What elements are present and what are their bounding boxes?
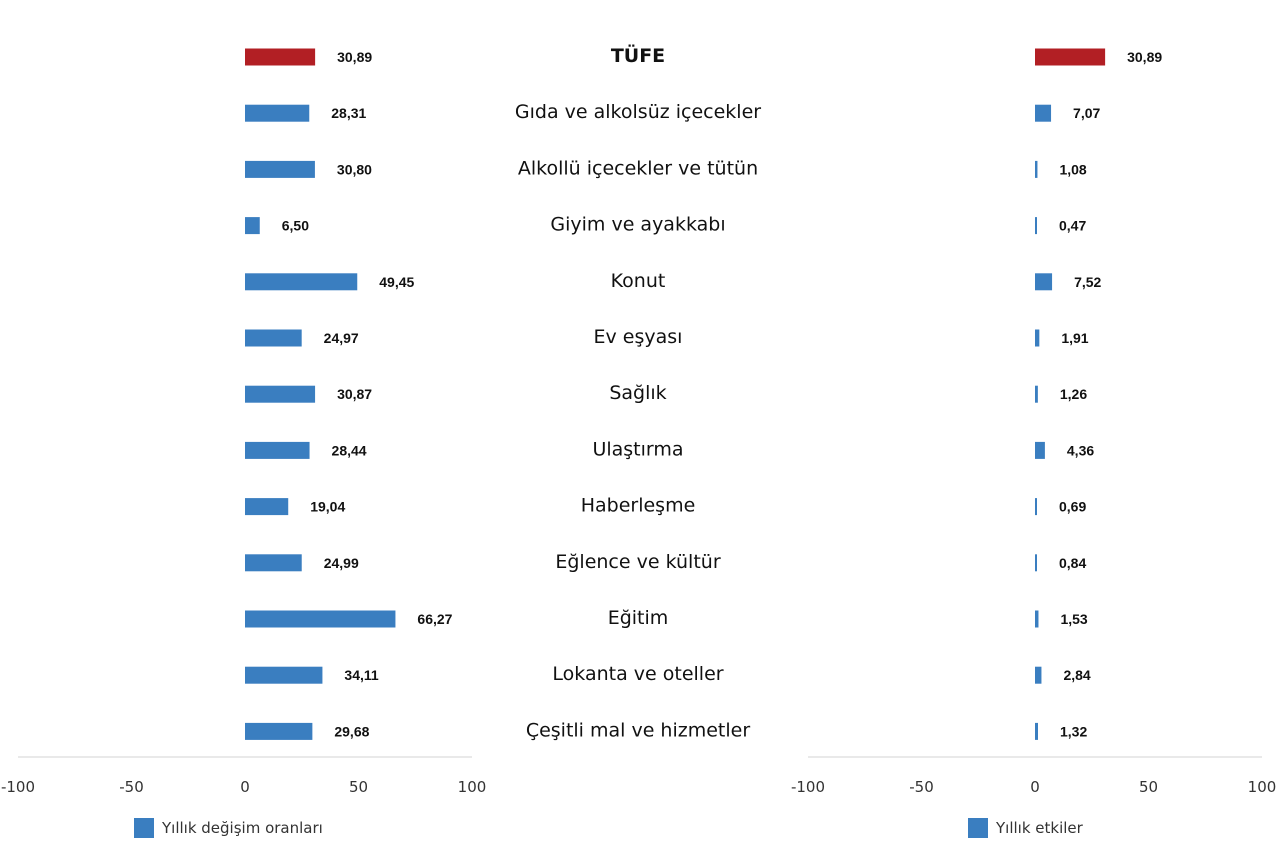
bar-left bbox=[245, 554, 302, 572]
category-label: Ulaştırma bbox=[592, 438, 683, 460]
data-label-right: 1,26 bbox=[1060, 386, 1087, 402]
data-label-right: 7,52 bbox=[1074, 274, 1101, 290]
bar-right bbox=[1035, 160, 1038, 178]
bar-left bbox=[245, 104, 310, 122]
data-label-left: 29,68 bbox=[334, 723, 369, 739]
data-label-left: 30,87 bbox=[337, 386, 372, 402]
bar-left bbox=[245, 273, 358, 291]
category-label: Eğitim bbox=[608, 607, 669, 629]
x-tick-label-left: 0 bbox=[240, 778, 250, 796]
x-tick-label-right: 0 bbox=[1030, 778, 1040, 796]
legend-label-annual-effects: Yıllık etkiler bbox=[996, 819, 1083, 837]
data-label-right: 1,32 bbox=[1060, 723, 1087, 739]
legend-swatch-annual-effects bbox=[968, 818, 988, 838]
bar-right bbox=[1035, 610, 1039, 628]
data-label-right: 4,36 bbox=[1067, 442, 1094, 458]
category-label: Giyim ve ayakkabı bbox=[550, 214, 725, 236]
bar-right bbox=[1035, 498, 1037, 516]
x-tick-label-left: 50 bbox=[349, 778, 368, 796]
data-label-right: 0,84 bbox=[1059, 555, 1086, 571]
category-label: Haberleşme bbox=[581, 495, 696, 517]
data-label-right: 1,08 bbox=[1059, 161, 1086, 177]
data-label-left: 30,80 bbox=[337, 161, 372, 177]
data-label-right: 2,84 bbox=[1063, 667, 1090, 683]
x-tick-label-right: -100 bbox=[791, 778, 825, 796]
bar-left bbox=[245, 610, 396, 628]
x-tick-label-right: 100 bbox=[1248, 778, 1277, 796]
data-label-left: 19,04 bbox=[310, 499, 345, 515]
x-tick-label-left: 100 bbox=[458, 778, 487, 796]
data-label-right: 1,91 bbox=[1061, 330, 1088, 346]
bar-right bbox=[1035, 722, 1038, 740]
legend-left: Yıllık değişim oranları bbox=[134, 818, 323, 838]
bar-right bbox=[1035, 273, 1053, 291]
bar-left bbox=[245, 722, 313, 740]
legend-swatch-annual-change bbox=[134, 818, 154, 838]
data-label-left: 28,44 bbox=[332, 442, 367, 458]
bar-right bbox=[1035, 441, 1045, 459]
data-label-left: 6,50 bbox=[282, 218, 309, 234]
data-label-left: 66,27 bbox=[417, 611, 452, 627]
bar-right bbox=[1035, 666, 1042, 684]
bar-left bbox=[245, 441, 310, 459]
bar-right bbox=[1035, 554, 1037, 572]
data-label-left: 49,45 bbox=[379, 274, 414, 290]
bar-left bbox=[245, 666, 323, 684]
data-label-left: 24,99 bbox=[324, 555, 359, 571]
category-label: Konut bbox=[611, 270, 666, 292]
bar-right bbox=[1035, 217, 1037, 235]
data-label-right: 30,89 bbox=[1127, 49, 1162, 65]
x-tick-label-left: -50 bbox=[119, 778, 144, 796]
x-tick-label-right: -50 bbox=[909, 778, 934, 796]
bar-left bbox=[245, 217, 260, 235]
data-label-left: 24,97 bbox=[324, 330, 359, 346]
bar-left bbox=[245, 498, 289, 516]
category-label: TÜFE bbox=[611, 43, 665, 67]
bar-left bbox=[245, 329, 302, 347]
bar-left bbox=[245, 160, 315, 178]
data-label-left: 30,89 bbox=[337, 49, 372, 65]
category-label: Lokanta ve oteller bbox=[552, 663, 723, 685]
data-label-left: 28,31 bbox=[331, 105, 366, 121]
category-label: Ev eşyası bbox=[594, 326, 683, 348]
bar-right bbox=[1035, 104, 1052, 122]
category-label: Alkollü içecekler ve tütün bbox=[518, 157, 758, 179]
bar-right bbox=[1035, 329, 1040, 347]
data-label-right: 7,07 bbox=[1073, 105, 1100, 121]
category-label: Çeşitli mal ve hizmetler bbox=[526, 719, 751, 741]
legend-label-annual-change: Yıllık değişim oranları bbox=[162, 819, 323, 837]
data-label-right: 0,47 bbox=[1059, 218, 1086, 234]
bar-right bbox=[1035, 385, 1038, 403]
bar-left bbox=[245, 385, 316, 403]
bar-left bbox=[245, 48, 316, 66]
category-label: Eğlence ve kültür bbox=[555, 551, 720, 573]
data-label-right: 1,53 bbox=[1060, 611, 1087, 627]
x-tick-label-right: 50 bbox=[1139, 778, 1158, 796]
category-label: Gıda ve alkolsüz içecekler bbox=[515, 101, 761, 123]
data-label-left: 34,11 bbox=[344, 667, 378, 683]
legend-right: Yıllık etkiler bbox=[968, 818, 1083, 838]
bar-right bbox=[1035, 48, 1106, 66]
data-label-right: 0,69 bbox=[1059, 499, 1086, 515]
x-tick-label-left: -100 bbox=[1, 778, 35, 796]
category-label: Sağlık bbox=[609, 382, 666, 404]
